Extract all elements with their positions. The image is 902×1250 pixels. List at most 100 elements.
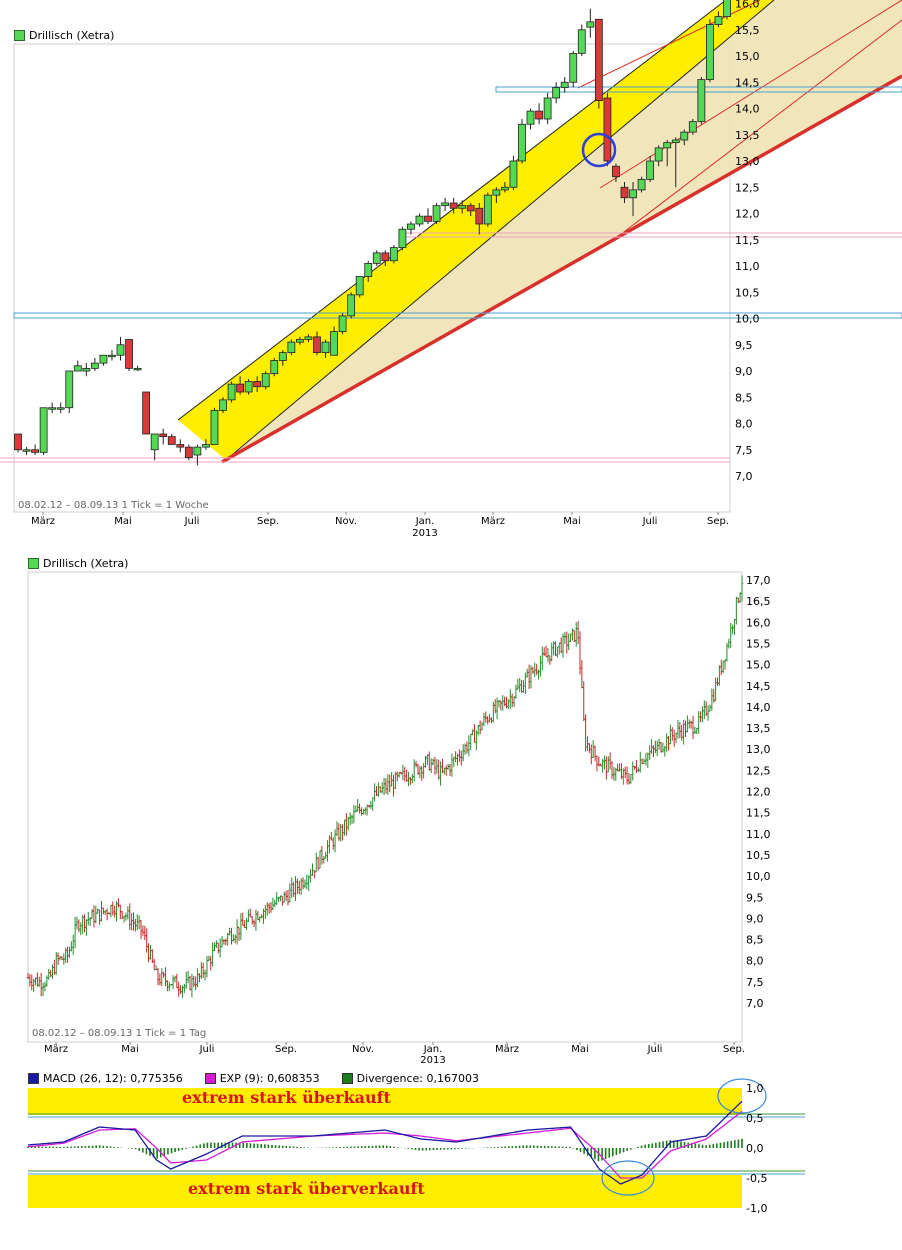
y-tick-label: 14,0 <box>735 103 760 116</box>
legend-swatch <box>341 1073 353 1084</box>
highlight-circle <box>581 132 617 168</box>
candle-body <box>620 186 629 199</box>
candle-body <box>210 409 219 445</box>
y-tick-label: 13,0 <box>746 743 771 756</box>
y-tick-label: 7,0 <box>735 470 753 483</box>
legend-swatch <box>14 30 25 41</box>
y-tick-label: 15,0 <box>746 659 771 672</box>
y-tick-label: 12,0 <box>746 786 771 799</box>
support-zone <box>13 312 902 319</box>
candle-body <box>706 24 714 81</box>
candle-body <box>338 315 347 333</box>
y-tick-label: 11,0 <box>746 828 771 841</box>
y-tick-label: 0,5 <box>746 1112 764 1125</box>
candle-body <box>372 252 381 264</box>
candle-body <box>560 81 569 88</box>
candle-body <box>73 365 82 372</box>
candle-body <box>321 341 330 354</box>
y-tick-label: 16,5 <box>746 595 771 608</box>
x-tick-label: Mai <box>563 516 581 527</box>
y-tick-label: 16,0 <box>746 616 771 629</box>
candle-body <box>389 247 398 262</box>
candle-body <box>270 360 279 375</box>
x-tick-label: Juli <box>642 516 658 527</box>
y-tick-label: 15,5 <box>735 24 760 37</box>
weekly-candlestick-chart: 7,0 7,5 8,0 8,5 9,0 9,5 10,0 10,5 11,0 11,5 12,0 12… <box>0 0 902 539</box>
y-tick-label: 13,0 <box>735 155 760 168</box>
y-tick-label: 16,0 <box>735 0 760 11</box>
y-tick-label: 8,5 <box>735 391 753 404</box>
candle-body <box>142 391 151 435</box>
year-label: 2013 <box>412 528 437 539</box>
y-tick-label: 10,5 <box>746 849 771 862</box>
x-tick-label: Juli <box>184 516 200 527</box>
x-tick-label: März <box>31 516 55 527</box>
candle-body <box>680 131 689 141</box>
channel-upper-line <box>177 0 727 421</box>
candle-body <box>432 205 441 222</box>
y-tick-label: 9,5 <box>735 339 753 352</box>
oversold-highlight <box>601 1160 655 1196</box>
y-tick-label: 0,0 <box>746 1142 764 1155</box>
candle-body <box>466 205 475 212</box>
signal-line <box>27 1110 743 1179</box>
y-tick-label: 12,0 <box>735 208 760 221</box>
x-tick-label: Sep. <box>707 516 729 527</box>
y-tick-label: 11,5 <box>735 234 760 247</box>
main-trend-line <box>221 74 902 464</box>
candle-body <box>304 336 313 340</box>
candle-body <box>509 160 518 188</box>
legend-swatch <box>28 558 39 569</box>
oversold-annotation: extrem stark überverkauft <box>188 1179 425 1198</box>
candle-body <box>688 121 697 133</box>
y-tick-label: 15,0 <box>735 50 760 63</box>
candle-body <box>244 381 253 393</box>
y-tick-label: -1,0 <box>746 1202 767 1215</box>
legend-label: MACD (26, 12): 0,775356 <box>43 1072 183 1085</box>
candle-body <box>458 205 467 209</box>
candle-body <box>629 189 637 199</box>
overbought-highlight <box>717 1078 767 1114</box>
candle-body <box>543 97 552 120</box>
legend-label: EXP (9): 0,608353 <box>219 1072 320 1085</box>
x-tick-label: März <box>481 516 505 527</box>
candle-body <box>167 436 176 445</box>
y-tick-label: 7,0 <box>746 997 764 1010</box>
candle-body <box>65 370 74 409</box>
x-tick-label: Nov. <box>335 516 357 527</box>
panel2-range-label: 08.02.12 – 08.09.13 1 Tick = 1 Tag <box>32 1028 207 1039</box>
panel1-legend: Drillisch (Xetra) <box>14 29 114 42</box>
legend-label: Divergence: 0,167003 <box>356 1072 479 1085</box>
candle-body <box>603 97 612 162</box>
y-tick-label: 8,0 <box>746 955 764 968</box>
y-tick-label: 11,5 <box>746 807 771 820</box>
x-tick-label: Jan. <box>415 516 435 527</box>
y-tick-label: 8,5 <box>746 934 764 947</box>
y-tick-label: 9,0 <box>746 912 764 925</box>
candle-body <box>594 18 603 102</box>
panel2-title: Drillisch (Xetra) <box>43 557 129 570</box>
macd-legend-item: Divergence: 0,167003 <box>341 1072 479 1085</box>
overbought-annotation: extrem stark überkauft <box>182 1088 391 1107</box>
y-tick-label: 12,5 <box>746 764 771 777</box>
y-tick-label: 14,0 <box>746 701 771 714</box>
y-tick-label: 8,0 <box>735 418 753 431</box>
candle-body <box>90 362 99 369</box>
x-tick-label: Mai <box>114 516 132 527</box>
candle-body <box>612 165 620 178</box>
x-tick-label: Jan. <box>423 1044 443 1055</box>
candle-body <box>278 352 287 361</box>
y-tick-label: 7,5 <box>746 976 764 989</box>
x-tick-label: Nov. <box>352 1044 374 1055</box>
macd-legend-item: MACD (26, 12): 0,775356 <box>28 1072 183 1085</box>
y-tick-label: 14,5 <box>746 680 771 693</box>
x-tick-label: März <box>495 1044 519 1055</box>
candle-body <box>714 16 723 25</box>
y-tick-label: 9,5 <box>746 891 764 904</box>
candle-body <box>697 79 706 123</box>
plot-frame <box>27 571 743 1043</box>
candle-body <box>108 354 116 358</box>
candle-body <box>184 446 193 459</box>
candle-body <box>407 223 415 230</box>
macd-indicator-chart: 1,0 0,5 0,0 -0,5 -1,0 <box>27 1078 805 1215</box>
